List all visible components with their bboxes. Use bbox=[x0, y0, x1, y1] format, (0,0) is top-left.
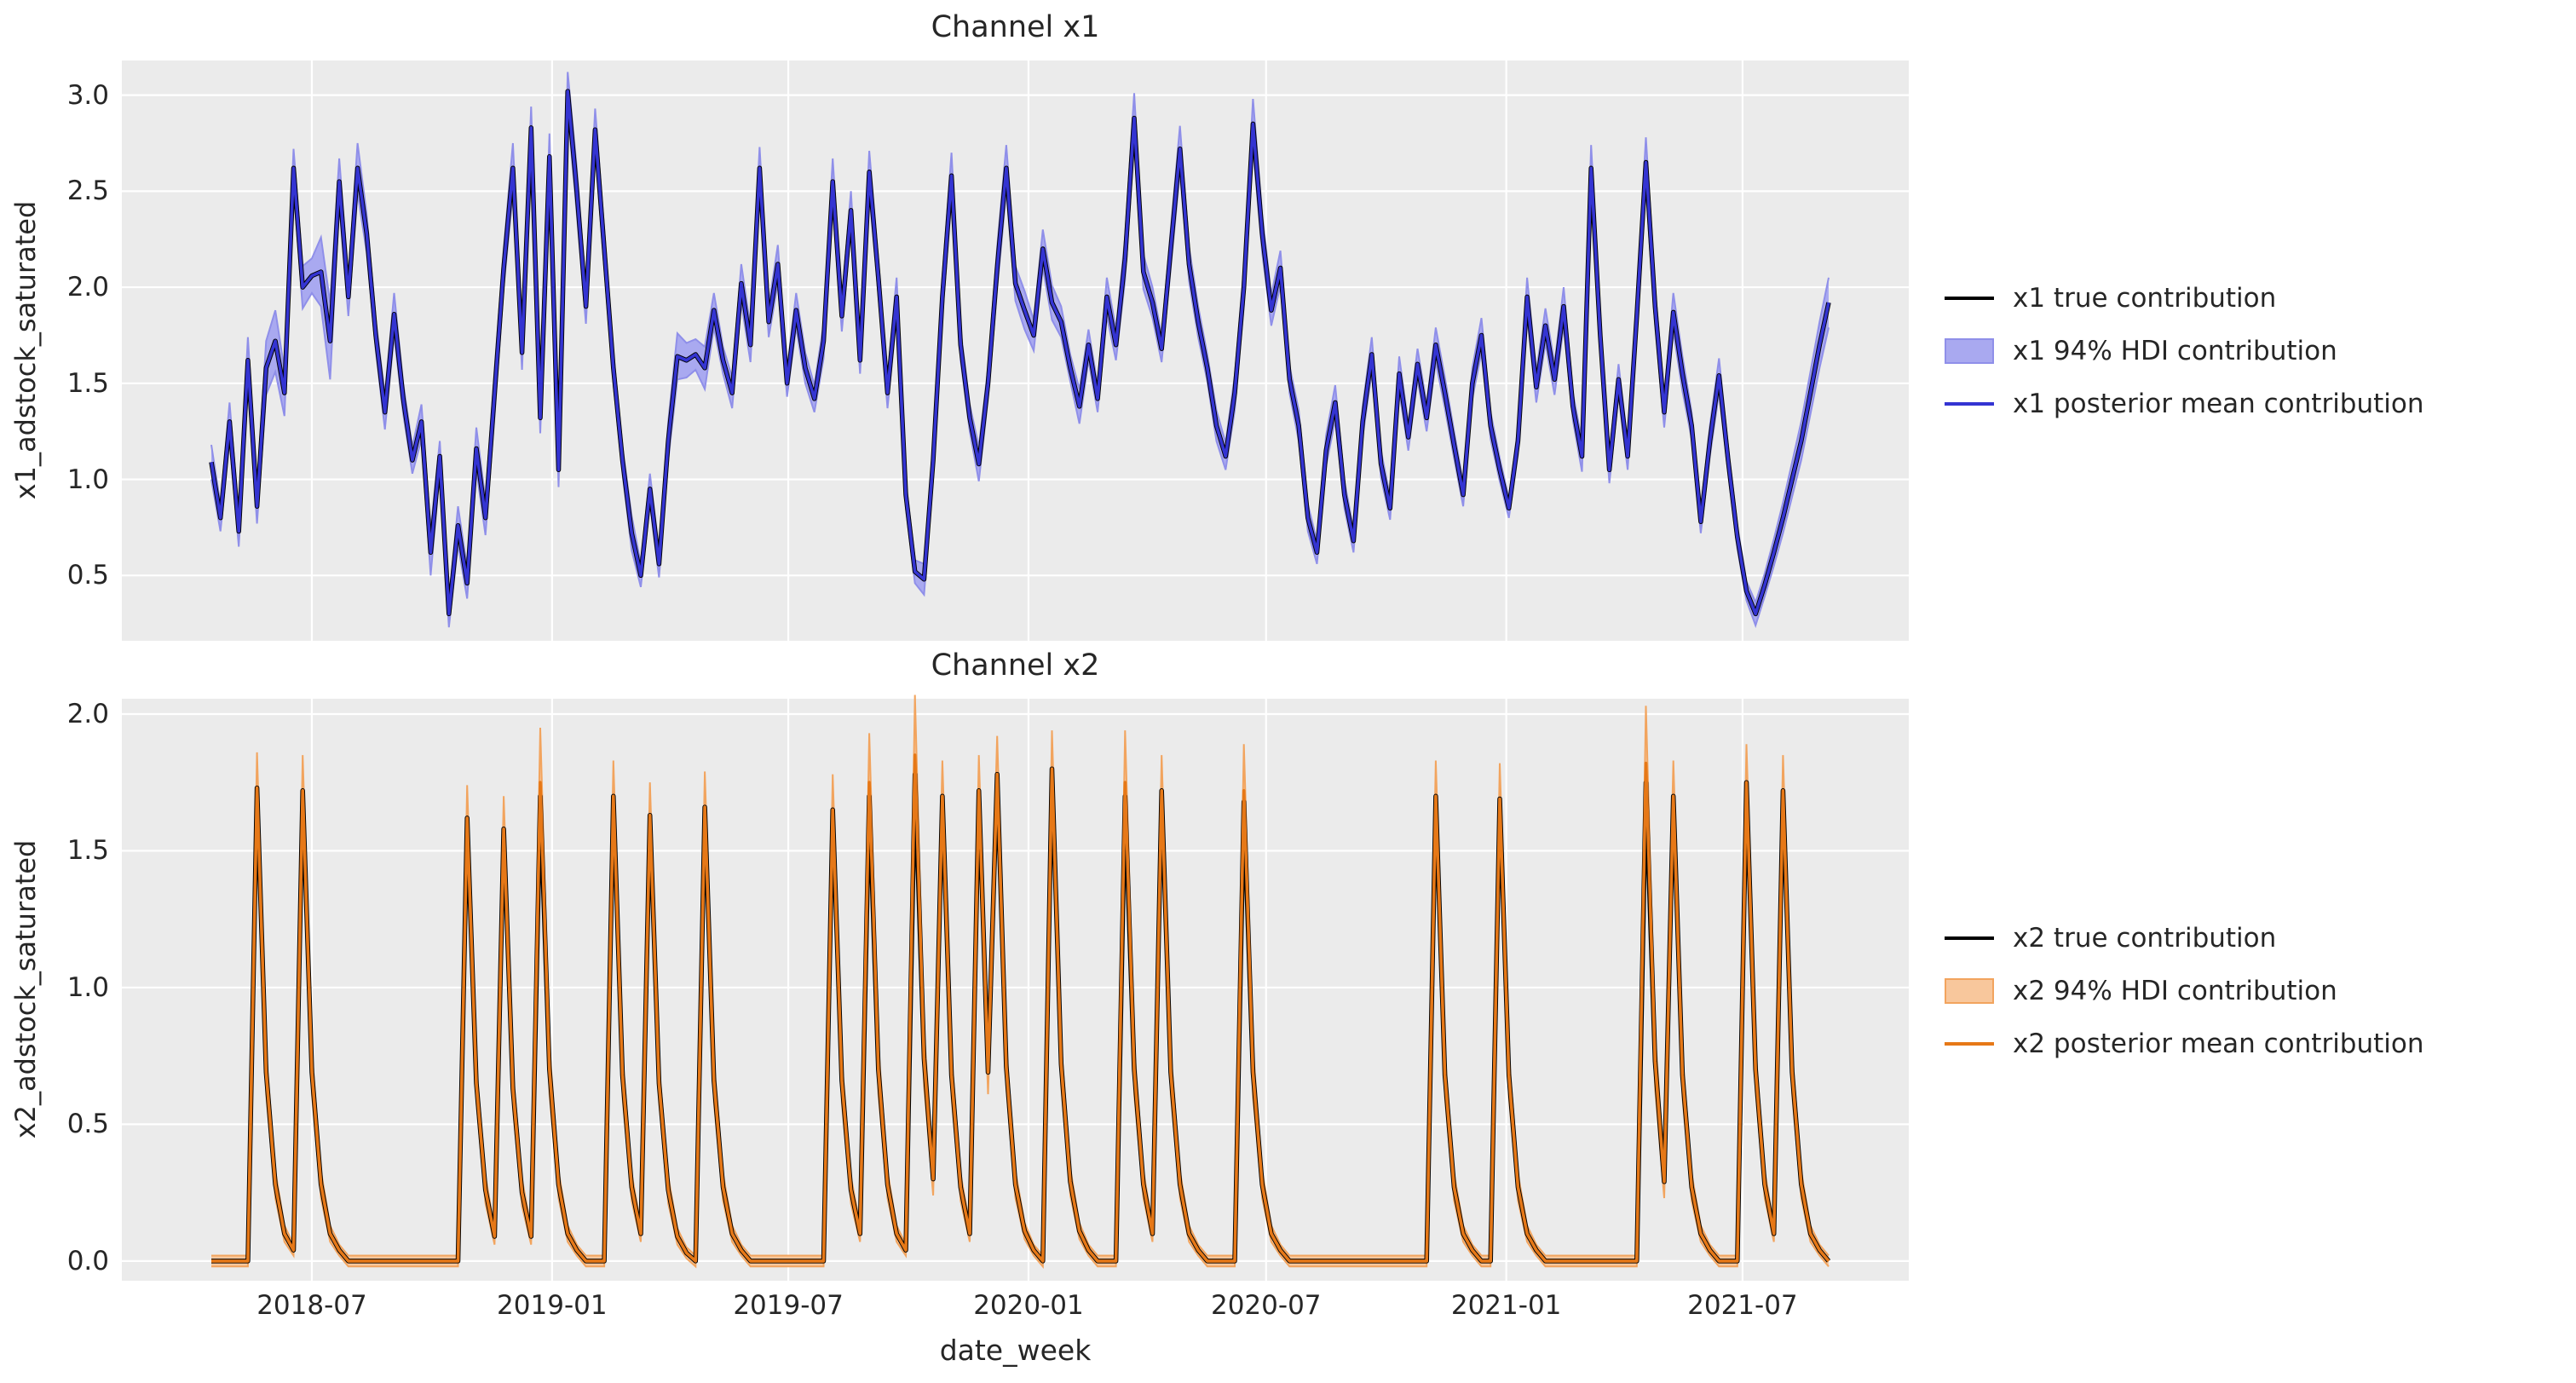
x-tick-label: 2021-07 bbox=[1687, 1290, 1798, 1321]
hdi-band-swatch-icon bbox=[1945, 978, 1994, 1004]
chart1-title: Channel x1 bbox=[931, 10, 1100, 44]
posterior-mean-line-swatch-icon bbox=[1945, 402, 1994, 406]
y-tick-label: 1.5 bbox=[66, 835, 109, 867]
legend-row: x2 94% HDI contribution bbox=[1945, 965, 2424, 1017]
true-line-swatch-icon bbox=[1945, 297, 1994, 300]
legend-row: x2 true contribution bbox=[1945, 912, 2424, 965]
true-contribution-line bbox=[211, 766, 1831, 1264]
y-tick-label: 1.0 bbox=[66, 464, 109, 495]
legend-label: x1 94% HDI contribution bbox=[2013, 336, 2337, 366]
legend-label: x2 94% HDI contribution bbox=[2013, 976, 2337, 1006]
legend-label: x1 posterior mean contribution bbox=[2013, 389, 2424, 419]
chart1-plot-area bbox=[122, 61, 1909, 641]
posterior-mean-line-swatch-icon bbox=[1945, 1042, 1994, 1046]
y-tick-label: 0.5 bbox=[66, 560, 109, 591]
x-tick-label: 2020-07 bbox=[1210, 1290, 1322, 1321]
x-axis-label: date_week bbox=[939, 1334, 1092, 1367]
legend-row: x1 true contribution bbox=[1945, 272, 2424, 325]
x-tick-label: 2021-01 bbox=[1450, 1290, 1562, 1321]
y-tick-label: 1.0 bbox=[66, 971, 109, 1003]
y-tick-label: 2.5 bbox=[66, 176, 109, 207]
posterior-mean-line bbox=[211, 753, 1830, 1263]
hdi-band-swatch-icon bbox=[1945, 338, 1994, 364]
chart1-legend: x1 true contribution x1 94% HDI contribu… bbox=[1945, 272, 2424, 430]
hdi-band-upper-edge bbox=[211, 694, 1830, 1259]
legend-row: x1 94% HDI contribution bbox=[1945, 325, 2424, 377]
legend-label: x2 posterior mean contribution bbox=[2013, 1029, 2424, 1059]
legend-row: x2 posterior mean contribution bbox=[1945, 1017, 2424, 1070]
chart2-legend: x2 true contribution x2 94% HDI contribu… bbox=[1945, 912, 2424, 1070]
x-tick-label: 2020-01 bbox=[973, 1290, 1084, 1321]
posterior-mean-line bbox=[210, 89, 1830, 616]
y-tick-label: 3.0 bbox=[66, 79, 109, 111]
y-tick-label: 2.0 bbox=[66, 698, 109, 729]
x-tick-label: 2018-07 bbox=[256, 1290, 367, 1321]
legend-label: x1 true contribution bbox=[2013, 283, 2277, 314]
legend-row: x1 posterior mean contribution bbox=[1945, 377, 2424, 430]
x-tick-label: 2019-01 bbox=[497, 1290, 608, 1321]
y-tick-label: 1.5 bbox=[66, 367, 109, 399]
x-tick-label: 2019-07 bbox=[733, 1290, 844, 1321]
legend-label: x2 true contribution bbox=[2013, 923, 2277, 954]
y-tick-label: 2.0 bbox=[66, 272, 109, 303]
chart2-title: Channel x2 bbox=[931, 648, 1100, 683]
true-line-swatch-icon bbox=[1945, 936, 1994, 940]
y-tick-label: 0.5 bbox=[66, 1109, 109, 1140]
y-tick-label: 0.0 bbox=[66, 1245, 109, 1276]
hdi-band bbox=[211, 694, 1829, 1267]
